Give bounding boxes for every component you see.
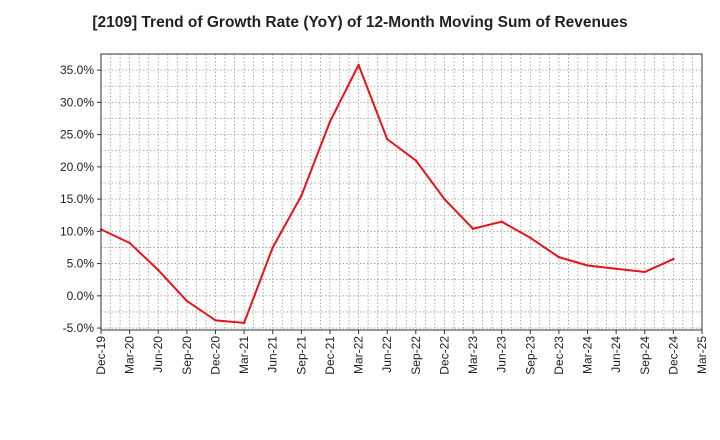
data-point [214, 319, 217, 322]
x-tick-label: Mar-21 [237, 336, 251, 374]
data-point [471, 227, 475, 230]
x-tick-label: Mar-24 [581, 336, 595, 374]
x-tick-label: Mar-22 [352, 336, 366, 374]
x-tick-label: Mar-25 [695, 336, 709, 374]
x-tick-label: Dec-23 [552, 336, 566, 375]
x-tick-label: Sep-20 [180, 336, 194, 375]
y-tick-label: 5.0% [67, 257, 95, 271]
data-point [557, 255, 561, 259]
y-tick-label: 30.0% [60, 95, 94, 109]
y-tick-label: 35.0% [60, 63, 94, 77]
data-point [271, 246, 274, 249]
data-point [500, 220, 503, 223]
x-tick-label: Dec-22 [437, 336, 451, 375]
series-layer [99, 63, 675, 325]
x-tick-label: Dec-19 [94, 336, 108, 375]
x-tick-label: Sep-24 [638, 336, 652, 375]
x-tick-label: Mar-23 [466, 336, 480, 374]
data-point [586, 264, 589, 267]
data-point [385, 137, 389, 141]
x-tick-label: Sep-22 [409, 336, 423, 375]
x-tick-label: Jun-24 [609, 336, 623, 373]
data-point [414, 159, 418, 162]
y-tick-label: -5.0% [63, 321, 95, 335]
data-point [300, 194, 303, 198]
y-axis-ticks: -5.0% 0.0% 5.0% 10.0% 15.0% 20.0% 25.0% 30.0% 35… [60, 63, 101, 335]
data-point [185, 299, 189, 303]
x-tick-label: Dec-21 [323, 336, 337, 375]
x-tick-label: Dec-20 [208, 336, 222, 375]
x-tick-label: Jun-20 [151, 336, 165, 373]
x-tick-label: Dec-24 [666, 336, 680, 375]
data-point [614, 267, 618, 270]
x-tick-label: Jun-23 [495, 336, 509, 373]
data-point [328, 120, 332, 123]
data-point [128, 241, 131, 245]
data-point [529, 236, 532, 239]
y-tick-label: 20.0% [60, 160, 94, 174]
y-tick-label: 25.0% [60, 128, 94, 142]
y-tick-label: 10.0% [60, 224, 94, 238]
data-point [643, 270, 646, 274]
data-point [157, 268, 160, 272]
x-tick-label: Sep-21 [294, 336, 308, 375]
x-tick-label: Jun-21 [266, 336, 280, 373]
x-tick-label: Sep-23 [523, 336, 537, 375]
data-point [672, 257, 675, 261]
y-tick-label: 15.0% [60, 192, 94, 206]
data-point [242, 321, 246, 325]
y-tick-label: 0.0% [67, 289, 95, 303]
x-tick-label: Jun-22 [380, 336, 394, 373]
grid-lines [101, 53, 702, 330]
chart-title: [2109] Trend of Growth Rate (YoY) of 12-… [92, 14, 628, 31]
plot-frame [100, 53, 703, 331]
x-tick-label: Mar-20 [123, 336, 137, 374]
data-point [443, 197, 446, 201]
x-axis-ticks: Dec-19 Mar-20 Jun-20 Sep-20 Dec-20 Mar-21 Jun-… [94, 330, 709, 375]
data-point [357, 63, 360, 67]
